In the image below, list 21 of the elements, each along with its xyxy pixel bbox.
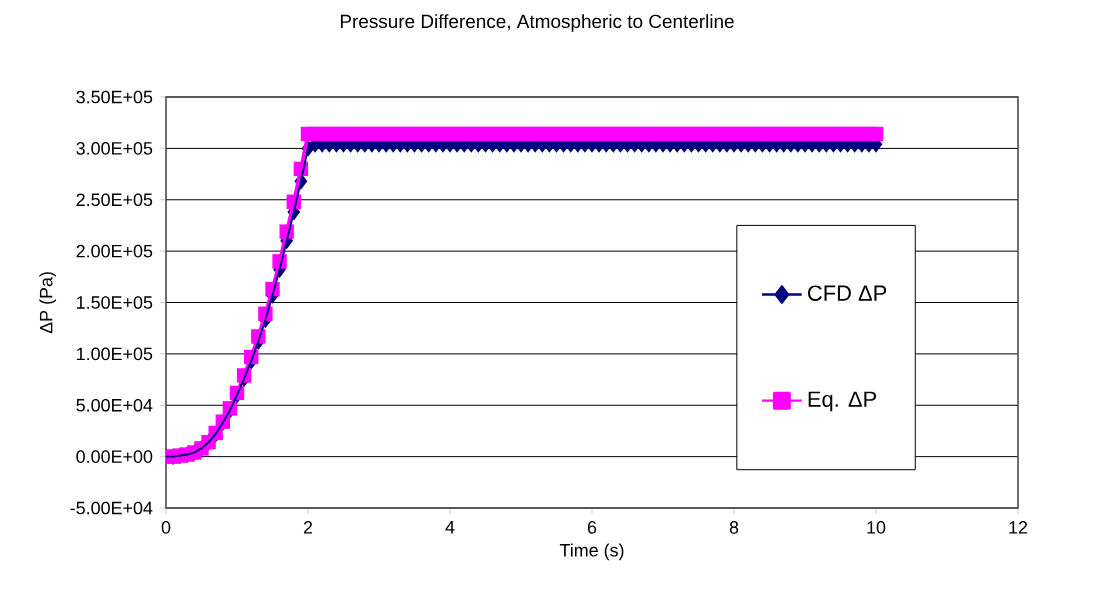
y-tick-label: 2.50E+05 xyxy=(76,193,153,207)
y-tick-label: 1.50E+05 xyxy=(77,296,153,309)
y-tick-label: -5.00E+04 xyxy=(70,501,153,515)
y-tick-label: 2.00E+05 xyxy=(76,244,153,258)
x-tick-label: 0 xyxy=(161,521,171,534)
x-tick-label: 4 xyxy=(445,521,455,534)
legend-label: CFD ΔP xyxy=(808,285,887,301)
x-tick-label: 8 xyxy=(729,521,739,534)
x-axis-title: Time (s) xyxy=(559,543,624,561)
y-tick-label: 1.00E+05 xyxy=(77,347,153,361)
x-tick-label: 12 xyxy=(1009,521,1028,534)
x-tick-label: 2 xyxy=(303,521,313,534)
y-tick-label: 3.50E+05 xyxy=(76,90,153,104)
y-tick-label: 5.00E+04 xyxy=(76,398,153,412)
legend-label: Eq. ΔP xyxy=(808,391,877,412)
x-tick-label: 6 xyxy=(587,521,597,534)
y-axis-title: ΔP (Pa) xyxy=(39,272,57,334)
y-tick-label: 3.00E+05 xyxy=(76,142,153,155)
y-tick-label: 0.00E+00 xyxy=(76,450,153,463)
x-tick-label: 10 xyxy=(867,521,886,534)
chart-title: Pressure Difference, Atmospheric to Centerline xyxy=(340,14,734,32)
